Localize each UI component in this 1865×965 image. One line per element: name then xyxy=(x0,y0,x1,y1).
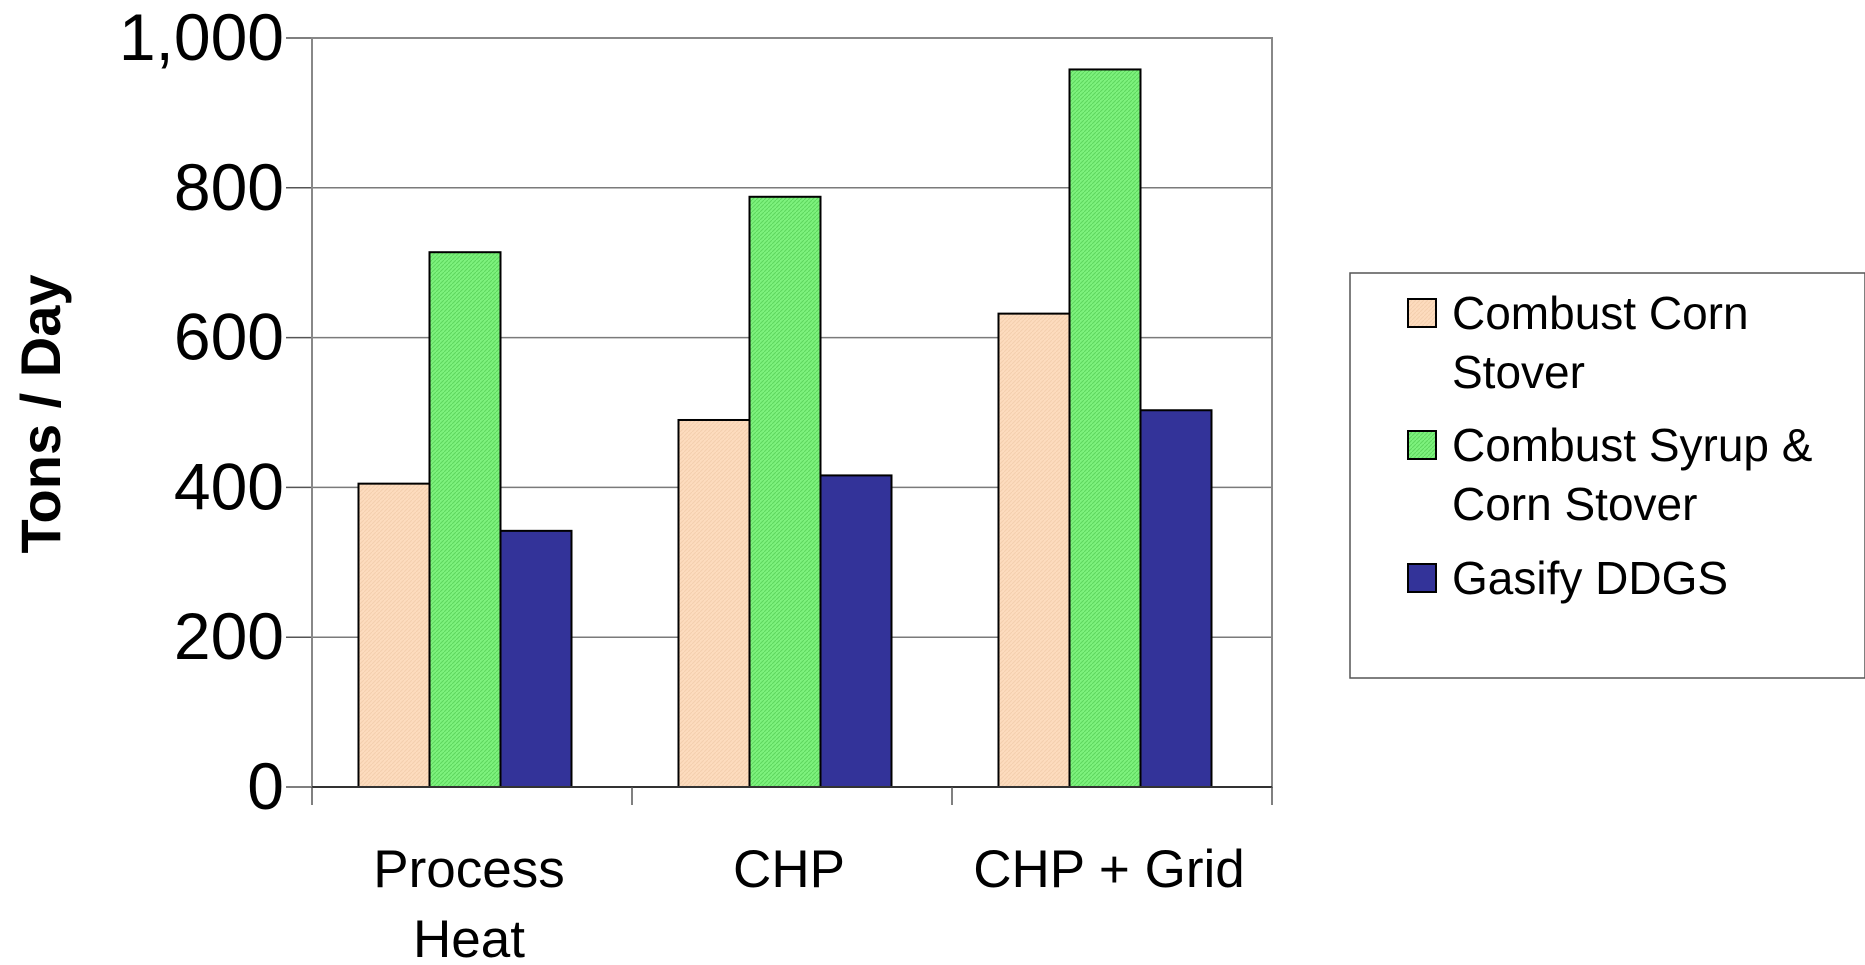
legend-label: Gasify DDGS xyxy=(1452,552,1728,604)
legend-label: Combust Syrup & xyxy=(1452,419,1812,471)
legend-swatch xyxy=(1407,563,1437,593)
x-category-label: CHP + Grid xyxy=(973,840,1244,899)
y-tick-label: 600 xyxy=(174,300,284,374)
bar xyxy=(819,474,893,788)
category-labels: Process Heat CHP CHP + Grid xyxy=(373,840,1244,965)
bar xyxy=(748,195,822,788)
y-tick-label: 800 xyxy=(174,150,284,224)
bar xyxy=(677,418,751,788)
legend-label: Corn Stover xyxy=(1452,478,1697,530)
bar xyxy=(997,312,1071,788)
y-tick-label: 400 xyxy=(174,449,284,523)
legend-label: Stover xyxy=(1452,346,1585,398)
legend: Combust Corn Stover Combust Syrup & Corn St… xyxy=(1349,272,1865,679)
y-tick-label: 0 xyxy=(247,749,284,823)
y-axis-title: Tons / Day xyxy=(9,274,72,553)
legend-label: Combust Corn xyxy=(1452,287,1749,339)
bars xyxy=(357,68,1213,789)
y-tick-label: 1,000 xyxy=(119,0,284,74)
x-category-label: Heat xyxy=(413,910,525,965)
legend-swatch xyxy=(1407,430,1437,460)
bar xyxy=(357,482,431,788)
legend-box xyxy=(1349,272,1865,679)
x-category-label: Process xyxy=(373,840,564,899)
bar xyxy=(1139,409,1213,788)
y-tick-label: 200 xyxy=(174,599,284,673)
x-category-label: CHP xyxy=(733,840,845,899)
axes xyxy=(286,37,1273,805)
bar xyxy=(428,251,502,789)
bar xyxy=(499,529,573,788)
y-tick-labels: 0 200 400 600 800 1,000 xyxy=(119,0,284,823)
bar xyxy=(1068,68,1142,788)
legend-swatch xyxy=(1407,298,1437,328)
